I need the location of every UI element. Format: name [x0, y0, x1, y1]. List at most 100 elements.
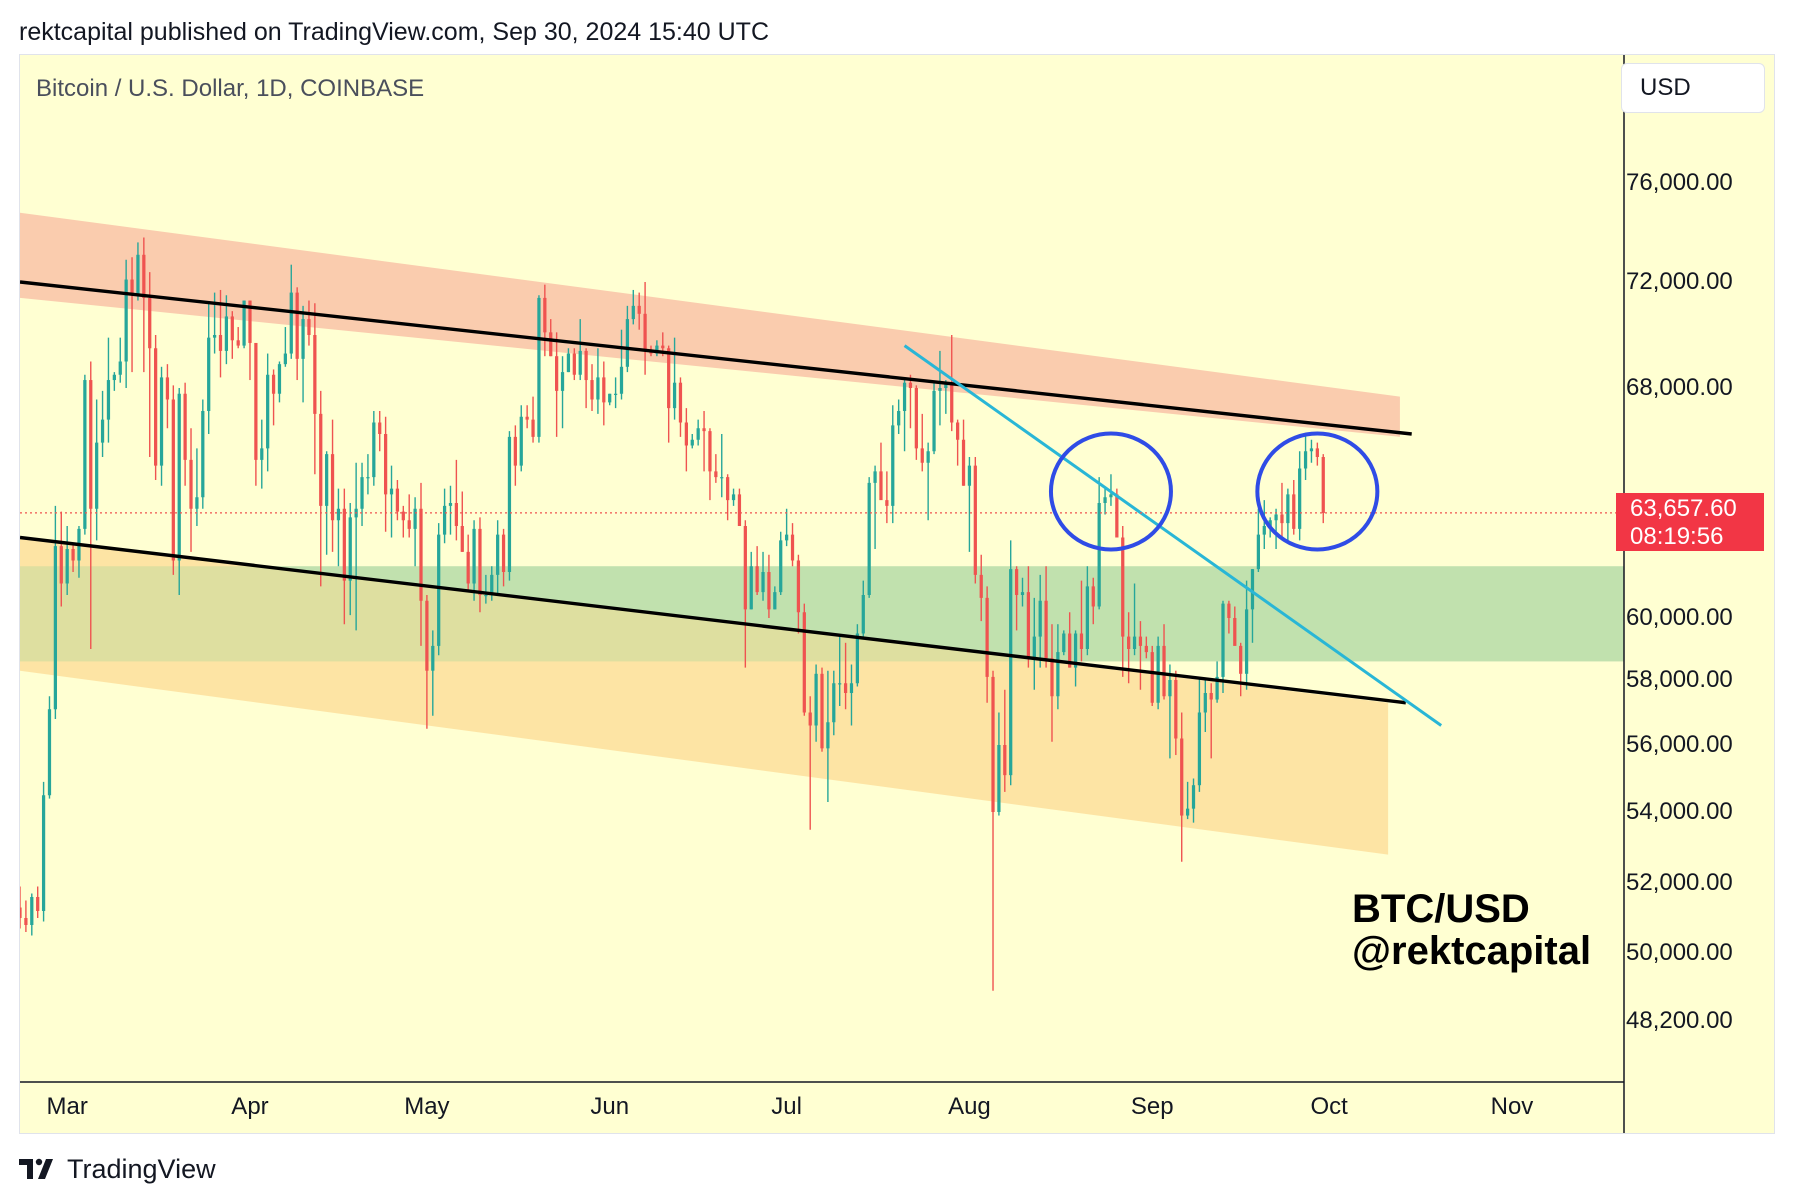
support-band: [20, 537, 1389, 855]
candle: [1180, 712, 1184, 862]
candle-body: [696, 428, 700, 440]
candle-body: [41, 795, 46, 911]
candle-body: [1127, 636, 1131, 649]
candle: [702, 411, 706, 472]
candle: [566, 348, 571, 373]
candle-body: [1209, 693, 1213, 700]
currency-button[interactable]: USD: [1621, 63, 1765, 113]
candle-body: [678, 382, 683, 423]
candle-body: [1221, 603, 1225, 677]
candle: [236, 327, 240, 349]
candle-body: [590, 380, 594, 400]
candle-body: [637, 305, 641, 314]
candle-body: [118, 361, 122, 375]
candle-body: [1227, 603, 1231, 618]
candle-body: [684, 422, 688, 446]
published-line: rektcapital published on TradingView.com…: [19, 18, 769, 46]
candle: [549, 319, 553, 357]
downtrend-line: [903, 344, 1443, 727]
candle-body: [708, 431, 712, 472]
candle-body: [1056, 652, 1060, 697]
candle-body: [1168, 680, 1172, 697]
candle-body: [419, 508, 423, 601]
candle-body: [189, 459, 193, 509]
candle: [1062, 630, 1066, 656]
candle-body: [920, 448, 924, 463]
candle-body: [1062, 633, 1066, 653]
candle: [1280, 482, 1284, 541]
candle: [271, 369, 276, 426]
candle: [667, 345, 671, 443]
candle-body: [584, 350, 588, 381]
price-tick-label: 52,000.00: [1626, 869, 1733, 896]
candle: [1209, 683, 1213, 759]
tradingview-logo-icon: [19, 1158, 53, 1179]
candle: [1274, 508, 1278, 549]
candle: [1286, 488, 1290, 541]
candle: [472, 520, 476, 601]
candle: [1168, 664, 1172, 759]
candle: [537, 295, 541, 443]
candle-body: [348, 517, 352, 581]
candle: [183, 382, 187, 486]
candle-body: [1162, 645, 1166, 697]
candle: [159, 366, 164, 486]
candle: [307, 300, 311, 346]
candle-body: [726, 477, 730, 501]
candle: [578, 319, 582, 381]
candle-body: [425, 600, 429, 671]
candle-body: [1197, 712, 1202, 786]
candle: [383, 416, 388, 532]
candle-body: [142, 254, 146, 298]
candle-body: [1085, 586, 1089, 649]
candle: [1185, 781, 1190, 820]
candle: [531, 396, 535, 443]
candle-body: [932, 390, 936, 452]
candle-body: [938, 388, 942, 391]
candle: [501, 528, 506, 587]
candle: [401, 505, 405, 538]
candle: [484, 574, 488, 604]
candle-body: [1298, 468, 1302, 529]
candle: [106, 337, 111, 443]
candle: [154, 335, 158, 480]
candle: [855, 624, 860, 687]
chart-watermark: BTC/USD @rektcapital: [1352, 888, 1591, 972]
candle-body: [602, 377, 606, 403]
candle-body: [661, 345, 665, 349]
candle: [336, 488, 341, 567]
candle: [720, 434, 724, 498]
candle: [979, 554, 983, 622]
candle-body: [130, 279, 134, 296]
candle-body: [808, 712, 812, 726]
candle-body: [1268, 520, 1272, 526]
candle-body: [973, 465, 977, 575]
candle-body: [1280, 514, 1284, 524]
candle-body: [1150, 652, 1154, 703]
candle: [1298, 451, 1302, 541]
candle-body: [979, 574, 983, 598]
candle-body: [30, 897, 34, 925]
candle: [779, 531, 783, 595]
candle-body: [95, 442, 99, 509]
tradingview-footer[interactable]: TradingView: [19, 1152, 216, 1186]
time-tick-label: May: [404, 1093, 450, 1120]
candle: [560, 356, 565, 429]
candle-body: [507, 436, 512, 572]
candle: [1097, 477, 1101, 610]
candle-body: [313, 335, 317, 414]
last-price-value: 63,657.60: [1630, 495, 1737, 522]
candle-body: [596, 377, 600, 400]
candle: [1138, 621, 1143, 690]
candle: [731, 488, 736, 506]
candle-body: [448, 503, 453, 506]
candle: [619, 329, 624, 400]
candle-body: [177, 393, 181, 561]
candle-body: [537, 297, 541, 437]
candle: [36, 886, 40, 918]
candle-body: [460, 526, 464, 552]
candle-body: [501, 534, 506, 572]
candle-body: [861, 595, 865, 634]
candle-body: [295, 292, 299, 359]
